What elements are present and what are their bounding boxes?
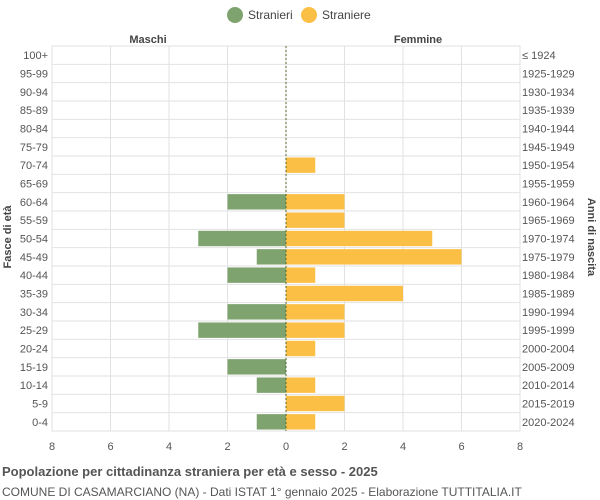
bar-male-60-64 xyxy=(227,194,286,210)
bar-male-15-19 xyxy=(227,359,286,375)
chart-title: Popolazione per cittadinanza straniera p… xyxy=(2,464,378,479)
birth-year-label: 2010-2014 xyxy=(522,380,575,392)
bar-male-10-14 xyxy=(256,377,286,393)
birth-year-label: 1950-1954 xyxy=(522,160,575,172)
left-header-maschi: Maschi xyxy=(129,34,166,46)
bar-female-70-74 xyxy=(286,157,316,173)
age-group-label: 15-19 xyxy=(20,362,48,374)
legend-label-straniere: Straniere xyxy=(322,8,371,22)
bar-male-25-29 xyxy=(198,322,286,338)
x-tick-label: 6 xyxy=(458,441,464,453)
birth-year-label: 1960-1964 xyxy=(522,197,575,209)
bar-male-30-34 xyxy=(227,304,286,320)
birth-year-label: 2005-2009 xyxy=(522,362,575,374)
birth-year-label: 1970-1974 xyxy=(522,234,575,246)
birth-year-labels: ≤ 1924 1925-1929 1930-1934 1935-1939 1940-19… xyxy=(522,50,575,429)
age-group-label: 55-59 xyxy=(20,215,48,227)
bar-female-25-29 xyxy=(286,322,345,338)
age-group-label: 45-49 xyxy=(20,252,48,264)
age-group-label: 10-14 xyxy=(20,380,48,392)
age-group-label: 95-99 xyxy=(20,69,48,81)
birth-year-label: 1980-1984 xyxy=(522,270,575,282)
bar-male-0-4 xyxy=(256,414,286,430)
birth-year-label: 1945-1949 xyxy=(522,142,575,154)
bar-female-45-49 xyxy=(286,249,462,265)
x-tick-label: 8 xyxy=(517,441,523,453)
age-group-label: 85-89 xyxy=(20,105,48,117)
bar-female-30-34 xyxy=(286,304,345,320)
age-group-label: 35-39 xyxy=(20,289,48,301)
age-group-label: 30-34 xyxy=(20,307,48,319)
birth-year-label: 2000-2004 xyxy=(522,344,575,356)
y-axis-title-right: Anni di nascita xyxy=(585,198,597,277)
birth-year-label: 1965-1969 xyxy=(522,215,575,227)
x-tick-label: 0 xyxy=(283,441,289,453)
age-group-label: 0-4 xyxy=(32,417,48,429)
legend-swatch-straniere xyxy=(301,7,317,23)
legend: Stranieri Straniere xyxy=(227,7,371,23)
birth-year-label: 1935-1939 xyxy=(522,105,575,117)
bar-male-45-49 xyxy=(256,249,286,265)
birth-year-label: 1995-1999 xyxy=(522,325,575,337)
birth-year-label: 2020-2024 xyxy=(522,417,575,429)
age-group-label: 90-94 xyxy=(20,87,48,99)
birth-year-label: 1940-1944 xyxy=(522,124,575,136)
bar-female-20-24 xyxy=(286,340,316,357)
legend-label-stranieri: Stranieri xyxy=(248,8,293,22)
x-axis-tick-labels: 8 6 4 2 0 2 4 6 8 xyxy=(49,441,523,453)
bar-male-50-54 xyxy=(198,230,286,247)
bar-female-55-59 xyxy=(286,212,345,228)
age-group-label: 50-54 xyxy=(20,234,48,246)
bar-female-0-4 xyxy=(286,414,316,430)
x-tick-label: 6 xyxy=(107,441,113,453)
bar-male-40-44 xyxy=(227,267,286,283)
x-tick-label: 8 xyxy=(49,441,55,453)
birth-year-label: 2015-2019 xyxy=(522,399,575,411)
bar-female-10-14 xyxy=(286,377,316,393)
legend-swatch-stranieri xyxy=(227,7,243,23)
right-header-femmine: Femmine xyxy=(394,34,442,46)
age-group-label: 40-44 xyxy=(20,270,48,282)
bar-female-60-64 xyxy=(286,194,345,210)
age-group-label: 20-24 xyxy=(20,344,48,356)
birth-year-label: 1985-1989 xyxy=(522,289,575,301)
age-group-labels: 100+ 95-99 90-94 85-89 80-84 75-79 70-74 65-69 6… xyxy=(20,50,48,429)
x-tick-label: 2 xyxy=(224,441,230,453)
age-group-label: 75-79 xyxy=(20,142,48,154)
age-group-label: 100+ xyxy=(23,50,48,62)
birth-year-label: ≤ 1924 xyxy=(522,50,556,62)
bar-female-5-9 xyxy=(286,395,345,412)
birth-year-label: 1930-1934 xyxy=(522,87,575,99)
birth-year-label: 1955-1959 xyxy=(522,179,575,191)
birth-year-label: 1990-1994 xyxy=(522,307,575,319)
bar-female-50-54 xyxy=(286,230,433,247)
population-pyramid-chart: Stranieri Straniere Maschi Femmine Fasce… xyxy=(2,7,597,453)
birth-year-label: 1925-1929 xyxy=(522,69,575,81)
x-tick-label: 4 xyxy=(166,441,172,453)
age-group-label: 70-74 xyxy=(20,160,48,172)
bars xyxy=(198,157,462,430)
x-tick-label: 2 xyxy=(341,441,347,453)
chart-subtitle: COMUNE DI CASAMARCIANO (NA) - Dati ISTAT… xyxy=(2,485,522,499)
age-group-label: 65-69 xyxy=(20,179,48,191)
age-group-label: 80-84 xyxy=(20,124,48,136)
age-group-label: 60-64 xyxy=(20,197,48,209)
y-axis-title-left: Fasce di età xyxy=(2,205,14,269)
birth-year-label: 1975-1979 xyxy=(522,252,575,264)
age-group-label: 5-9 xyxy=(32,399,48,411)
age-group-label: 25-29 xyxy=(20,325,48,337)
x-tick-label: 4 xyxy=(400,441,406,453)
bar-female-35-39 xyxy=(286,285,403,302)
bar-female-40-44 xyxy=(286,267,316,283)
